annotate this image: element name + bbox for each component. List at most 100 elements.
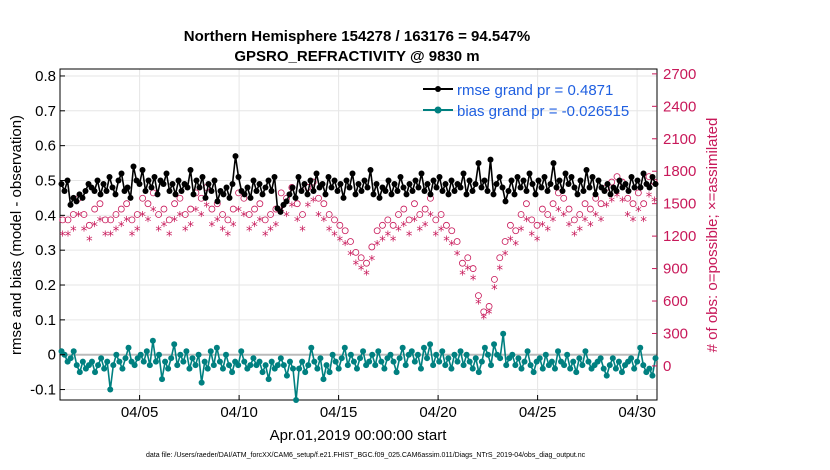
point-bias (424, 355, 431, 362)
point-bias (329, 351, 336, 358)
point-bias (168, 355, 175, 362)
point-rmse (457, 184, 464, 191)
point-bias (198, 379, 205, 386)
x-tick-label: 04/20 (419, 404, 457, 421)
y-right-tick-label: 600 (663, 293, 688, 310)
point-bias (204, 365, 211, 372)
obs-possible-marker (485, 303, 493, 310)
obs-assimilated-marker: * (187, 220, 194, 235)
point-rmse (595, 177, 602, 184)
obs-possible-marker (480, 308, 488, 316)
y-axis-right: 0 300 600 900 1200 1500 1800 2100 2400 2700 (652, 66, 696, 375)
obs-possible-marker (475, 292, 482, 300)
y-tick-label: 0.3 (35, 242, 56, 259)
obs-assimilated-marker: * (262, 230, 269, 245)
point-bias (487, 362, 494, 369)
obs-possible-marker (437, 211, 445, 218)
obs-possible-marker (229, 205, 237, 213)
point-bias (183, 348, 190, 355)
obs-assimilated-marker: * (145, 215, 152, 230)
point-bias (567, 365, 574, 372)
point-rmse (433, 184, 440, 191)
point-rmse (550, 160, 557, 167)
obs-possible-marker (379, 221, 386, 229)
obs-assimilated-marker: * (81, 225, 88, 240)
obs-assimilated-marker: * (310, 195, 317, 210)
point-rmse (127, 194, 134, 201)
y-right-tick-label: 1500 (663, 196, 696, 213)
point-rmse (367, 167, 374, 174)
point-bias (357, 355, 364, 362)
series-layer (58, 153, 659, 403)
obs-possible-marker (405, 216, 413, 224)
point-bias (430, 362, 437, 369)
y-right-tick-label: 900 (663, 261, 688, 278)
point-rmse (394, 187, 401, 194)
obs-assimilated-marker: * (321, 215, 328, 230)
point-rmse (556, 177, 563, 184)
obs-assimilated-marker: * (171, 215, 178, 230)
point-rmse (346, 184, 353, 191)
obs-assimilated-marker: * (555, 205, 562, 220)
obs-assimilated-marker: * (107, 230, 114, 245)
point-bias (213, 344, 220, 351)
point-rmse (73, 198, 80, 205)
point-bias (369, 351, 376, 358)
obs-assimilated-marker: * (512, 239, 519, 254)
obs-possible-marker (85, 221, 93, 229)
point-rmse (226, 194, 233, 201)
obs-assimilated-marker: * (630, 215, 637, 230)
y-right-tick-label: 1200 (663, 228, 696, 245)
point-rmse (442, 180, 449, 187)
obs-assimilated-marker: * (118, 220, 125, 235)
point-bias (305, 362, 312, 369)
point-rmse (352, 191, 359, 198)
series-line-bias (60, 333, 657, 401)
obs-possible-marker (384, 216, 392, 224)
x-tick-label: 04/25 (519, 404, 557, 421)
obs-possible-marker (320, 200, 328, 208)
y-tick-label: 0.7 (35, 103, 56, 120)
point-bias (250, 355, 257, 362)
point-bias (539, 365, 546, 372)
obs-assimilated-marker: * (507, 234, 514, 249)
y-right-tick-label: 0 (663, 358, 671, 375)
point-rmse (400, 184, 407, 191)
point-rmse (190, 191, 197, 198)
point-bias (290, 365, 297, 372)
y-tick-label: 0.5 (35, 172, 56, 189)
point-rmse (256, 180, 263, 187)
point-bias (113, 351, 120, 358)
point-rmse (106, 174, 113, 181)
point-rmse (616, 177, 623, 184)
point-bias (70, 348, 77, 355)
point-rmse (412, 177, 419, 184)
obs-assimilated-marker: * (353, 259, 360, 274)
obs-assimilated-marker: * (337, 234, 344, 249)
y-tick-label: 0.4 (35, 207, 56, 224)
point-rmse (376, 194, 383, 201)
obs-assimilated-marker: * (619, 195, 626, 210)
point-bias (350, 358, 357, 365)
point-bias (146, 362, 153, 369)
point-rmse (535, 177, 542, 184)
obs-assimilated-marker: * (385, 230, 392, 245)
point-rmse (271, 174, 278, 181)
obs-assimilated-marker: * (539, 220, 546, 235)
obs-assimilated-marker: * (587, 220, 594, 235)
point-rmse (403, 191, 410, 198)
point-bias (500, 330, 507, 337)
point-bias (564, 351, 571, 358)
point-bias (481, 344, 488, 351)
obs-assimilated-marker: * (139, 210, 146, 225)
obs-possible-marker (517, 211, 525, 218)
point-rmse (388, 191, 395, 198)
obs-assimilated-marker: * (395, 225, 402, 240)
point-bias (110, 362, 117, 369)
obs-possible-marker (352, 248, 360, 256)
point-bias (524, 348, 531, 355)
point-bias (448, 365, 455, 372)
obs-assimilated-marker: * (235, 205, 242, 220)
point-bias (207, 348, 214, 355)
y-right-tick-label: 1800 (663, 163, 696, 180)
